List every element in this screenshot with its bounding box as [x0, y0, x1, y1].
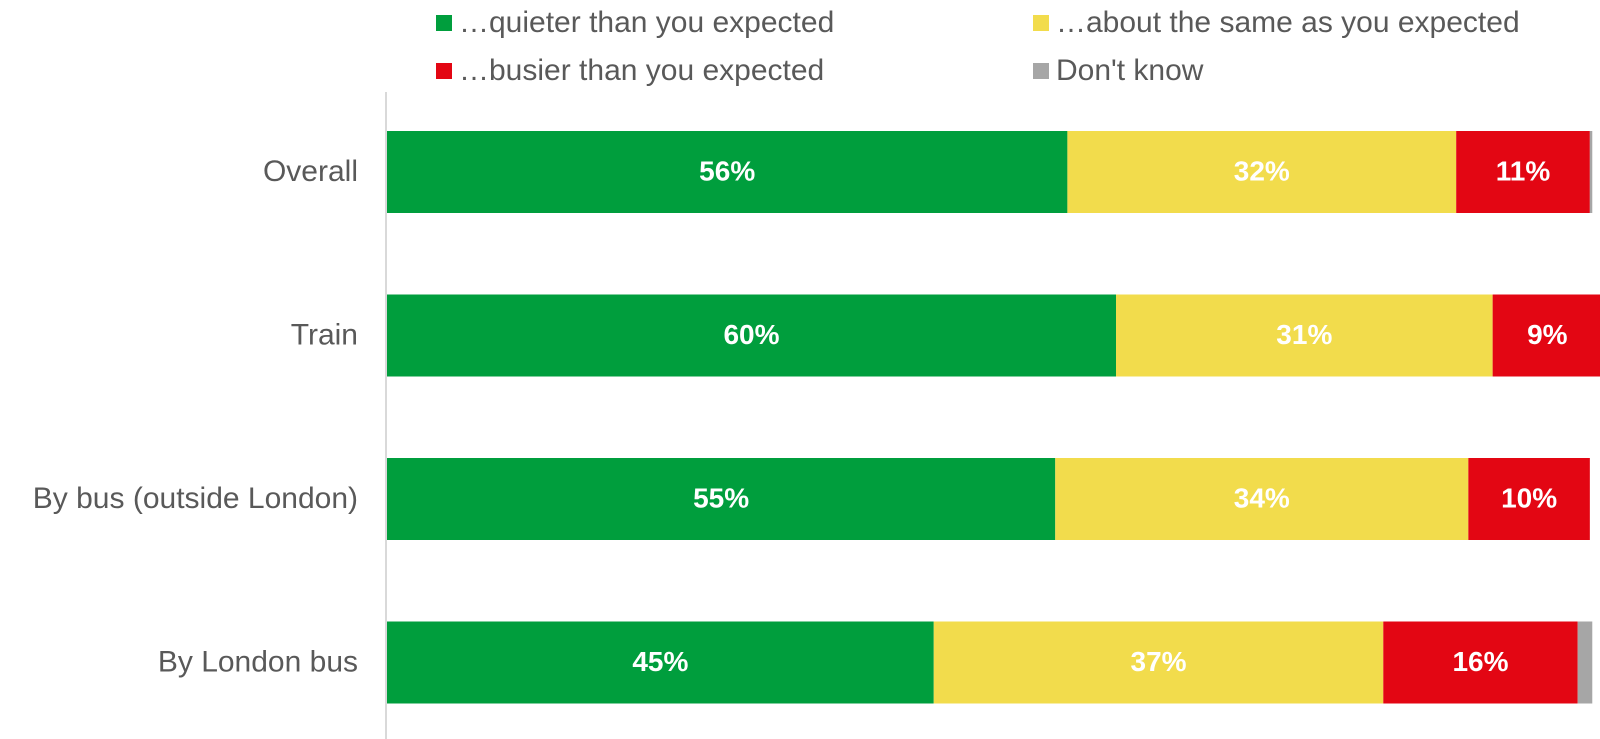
data-label-train-busier-than-you-expected: 9% — [1527, 319, 1568, 350]
bar-segments — [387, 131, 1600, 704]
legend-swatch — [436, 15, 452, 31]
legend-label: …about the same as you expected — [1056, 6, 1520, 39]
bar-segment-overall-busier-than-you-expected — [1456, 131, 1590, 213]
bar-segment-overall-quieter-than-you-expected — [387, 131, 1068, 213]
bar-segment-overall-about-the-same-as-you-expected — [1067, 131, 1457, 213]
data-label-train-quieter-than-you-expected: 60% — [723, 319, 779, 350]
data-label-by-bus-outside-london-busier-than-you-expected: 10% — [1501, 482, 1557, 513]
bar-segment-train-about-the-same-as-you-expected — [1116, 294, 1493, 377]
data-label-overall-quieter-than-you-expected: 56% — [699, 155, 755, 186]
legend-swatch — [1033, 15, 1049, 31]
data-label-overall-busier-than-you-expected: 11% — [1496, 155, 1551, 186]
legend-swatch — [436, 63, 452, 79]
chart-legend: …quieter than you expected …about the sam… — [436, 6, 1520, 87]
legend-label: Don't know — [1056, 54, 1204, 87]
legend-item-don-t-know: Don't know — [1033, 54, 1204, 87]
data-label-by-london-bus-busier-than-you-expected: 16% — [1452, 646, 1508, 677]
category-labels: Overall Train By bus (outside London) By Lo… — [33, 155, 358, 679]
category-label-by-london-bus: By London bus — [158, 645, 358, 678]
data-label-by-bus-outside-london-quieter-than-you-expected: 55% — [693, 482, 749, 513]
legend-item-about-the-same-as-you-expected: …about the same as you expected — [1033, 6, 1520, 39]
legend-label: …quieter than you expected — [459, 6, 834, 39]
legend-item-quieter-than-you-expected: …quieter than you expected — [436, 6, 834, 39]
bar-segment-by-bus-outside-london-quieter-than-you-expected — [387, 458, 1056, 540]
data-label-by-london-bus-about-the-same-as-you-expected: 37% — [1131, 646, 1187, 677]
bar-segment-train-busier-than-you-expected — [1492, 294, 1600, 377]
bar-segment-by-london-bus-quieter-than-you-expected — [387, 621, 934, 704]
data-label-overall-about-the-same-as-you-expected: 32% — [1234, 155, 1290, 186]
legend-swatch — [1033, 63, 1049, 79]
data-label-by-bus-outside-london-about-the-same-as-you-expected: 34% — [1234, 482, 1290, 513]
bar-segment-by-london-bus-busier-than-you-expected — [1383, 621, 1578, 704]
bar-segment-overall-don-t-know — [1589, 131, 1593, 213]
legend-label: …busier than you expected — [459, 54, 824, 87]
legend-item-busier-than-you-expected: …busier than you expected — [436, 54, 824, 87]
bar-segment-by-bus-outside-london-busier-than-you-expected — [1468, 458, 1590, 540]
bar-segment-by-bus-outside-london-about-the-same-as-you-expected — [1055, 458, 1469, 540]
data-labels: 56% 32% 11% 60% 31% 9% 55% 34% 10% 45% 37% 16% — [632, 155, 1567, 677]
data-label-by-london-bus-quieter-than-you-expected: 45% — [632, 646, 688, 677]
category-label-by-bus-outside-london: By bus (outside London) — [33, 482, 358, 515]
bar-segment-by-london-bus-about-the-same-as-you-expected — [933, 621, 1384, 704]
bar-segment-by-london-bus-don-t-know — [1577, 621, 1593, 704]
data-label-train-about-the-same-as-you-expected: 31% — [1276, 319, 1332, 350]
category-label-overall: Overall — [263, 155, 358, 188]
category-label-train: Train — [291, 318, 358, 351]
bar-segment-train-quieter-than-you-expected — [387, 294, 1116, 377]
